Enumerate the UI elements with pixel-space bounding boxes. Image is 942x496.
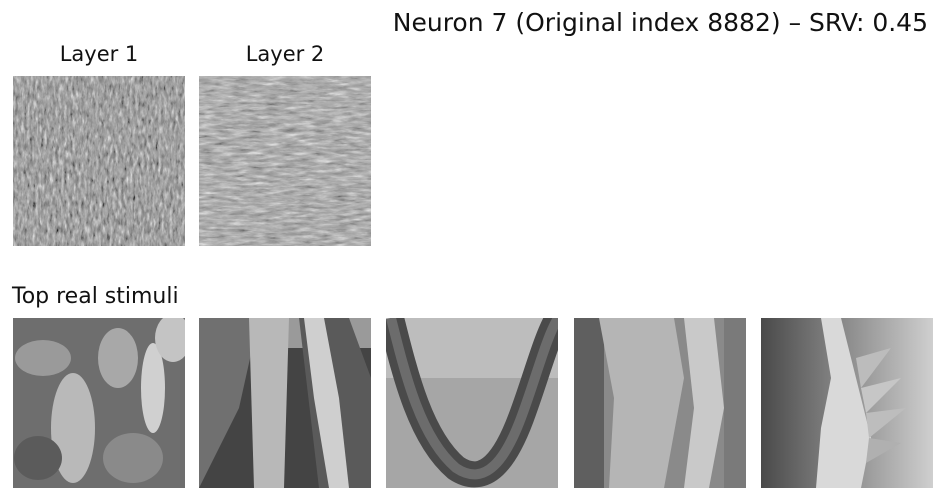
layer-2-visualization bbox=[199, 76, 371, 246]
stimulus-image-4 bbox=[574, 318, 746, 488]
top-stimuli-label: Top real stimuli bbox=[12, 284, 179, 309]
stimulus-image-1 bbox=[13, 318, 185, 488]
figure-title: Neuron 7 (Original index 8882) – SRV: 0.… bbox=[392, 8, 928, 37]
stimulus-image-5 bbox=[761, 318, 933, 488]
layer-2-label: Layer 2 bbox=[245, 42, 325, 66]
layer-1-label: Layer 1 bbox=[59, 42, 139, 66]
layer-1-visualization bbox=[13, 76, 185, 246]
stimulus-image-3 bbox=[386, 318, 558, 488]
stimulus-image-2 bbox=[199, 318, 371, 488]
